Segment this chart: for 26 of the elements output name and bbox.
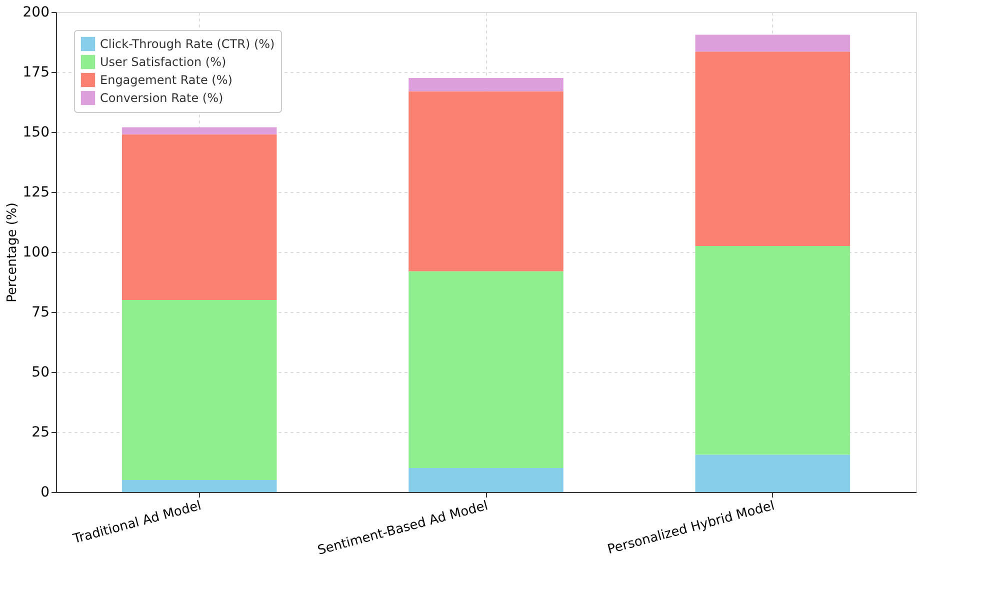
bar bbox=[408, 78, 564, 92]
bar bbox=[122, 127, 277, 134]
bar bbox=[122, 300, 277, 480]
bar bbox=[122, 134, 277, 300]
y-tick-label: 25 bbox=[32, 424, 50, 440]
y-tick-label: 100 bbox=[22, 244, 50, 260]
y-tick-label: 0 bbox=[40, 484, 50, 500]
legend-label: Click-Through Rate (CTR) (%) bbox=[100, 37, 275, 51]
bar bbox=[695, 52, 850, 246]
y-tick-label: 200 bbox=[22, 4, 50, 20]
y-tick-label: 125 bbox=[22, 184, 50, 200]
y-tick-label: 75 bbox=[32, 304, 50, 320]
bar bbox=[408, 91, 564, 272]
bar bbox=[122, 480, 277, 492]
y-tick-label: 150 bbox=[22, 124, 50, 140]
bar bbox=[695, 454, 850, 492]
bar bbox=[695, 246, 850, 455]
bar bbox=[408, 271, 564, 468]
legend-label: Conversion Rate (%) bbox=[100, 91, 224, 105]
bar bbox=[408, 468, 564, 492]
y-tick-label: 175 bbox=[22, 64, 50, 80]
legend-label: User Satisfaction (%) bbox=[100, 55, 226, 69]
y-axis-title: Percentage (%) bbox=[4, 202, 20, 302]
y-tick-label: 50 bbox=[32, 364, 50, 380]
legend-label: Engagement Rate (%) bbox=[100, 73, 232, 87]
bar bbox=[695, 34, 850, 52]
